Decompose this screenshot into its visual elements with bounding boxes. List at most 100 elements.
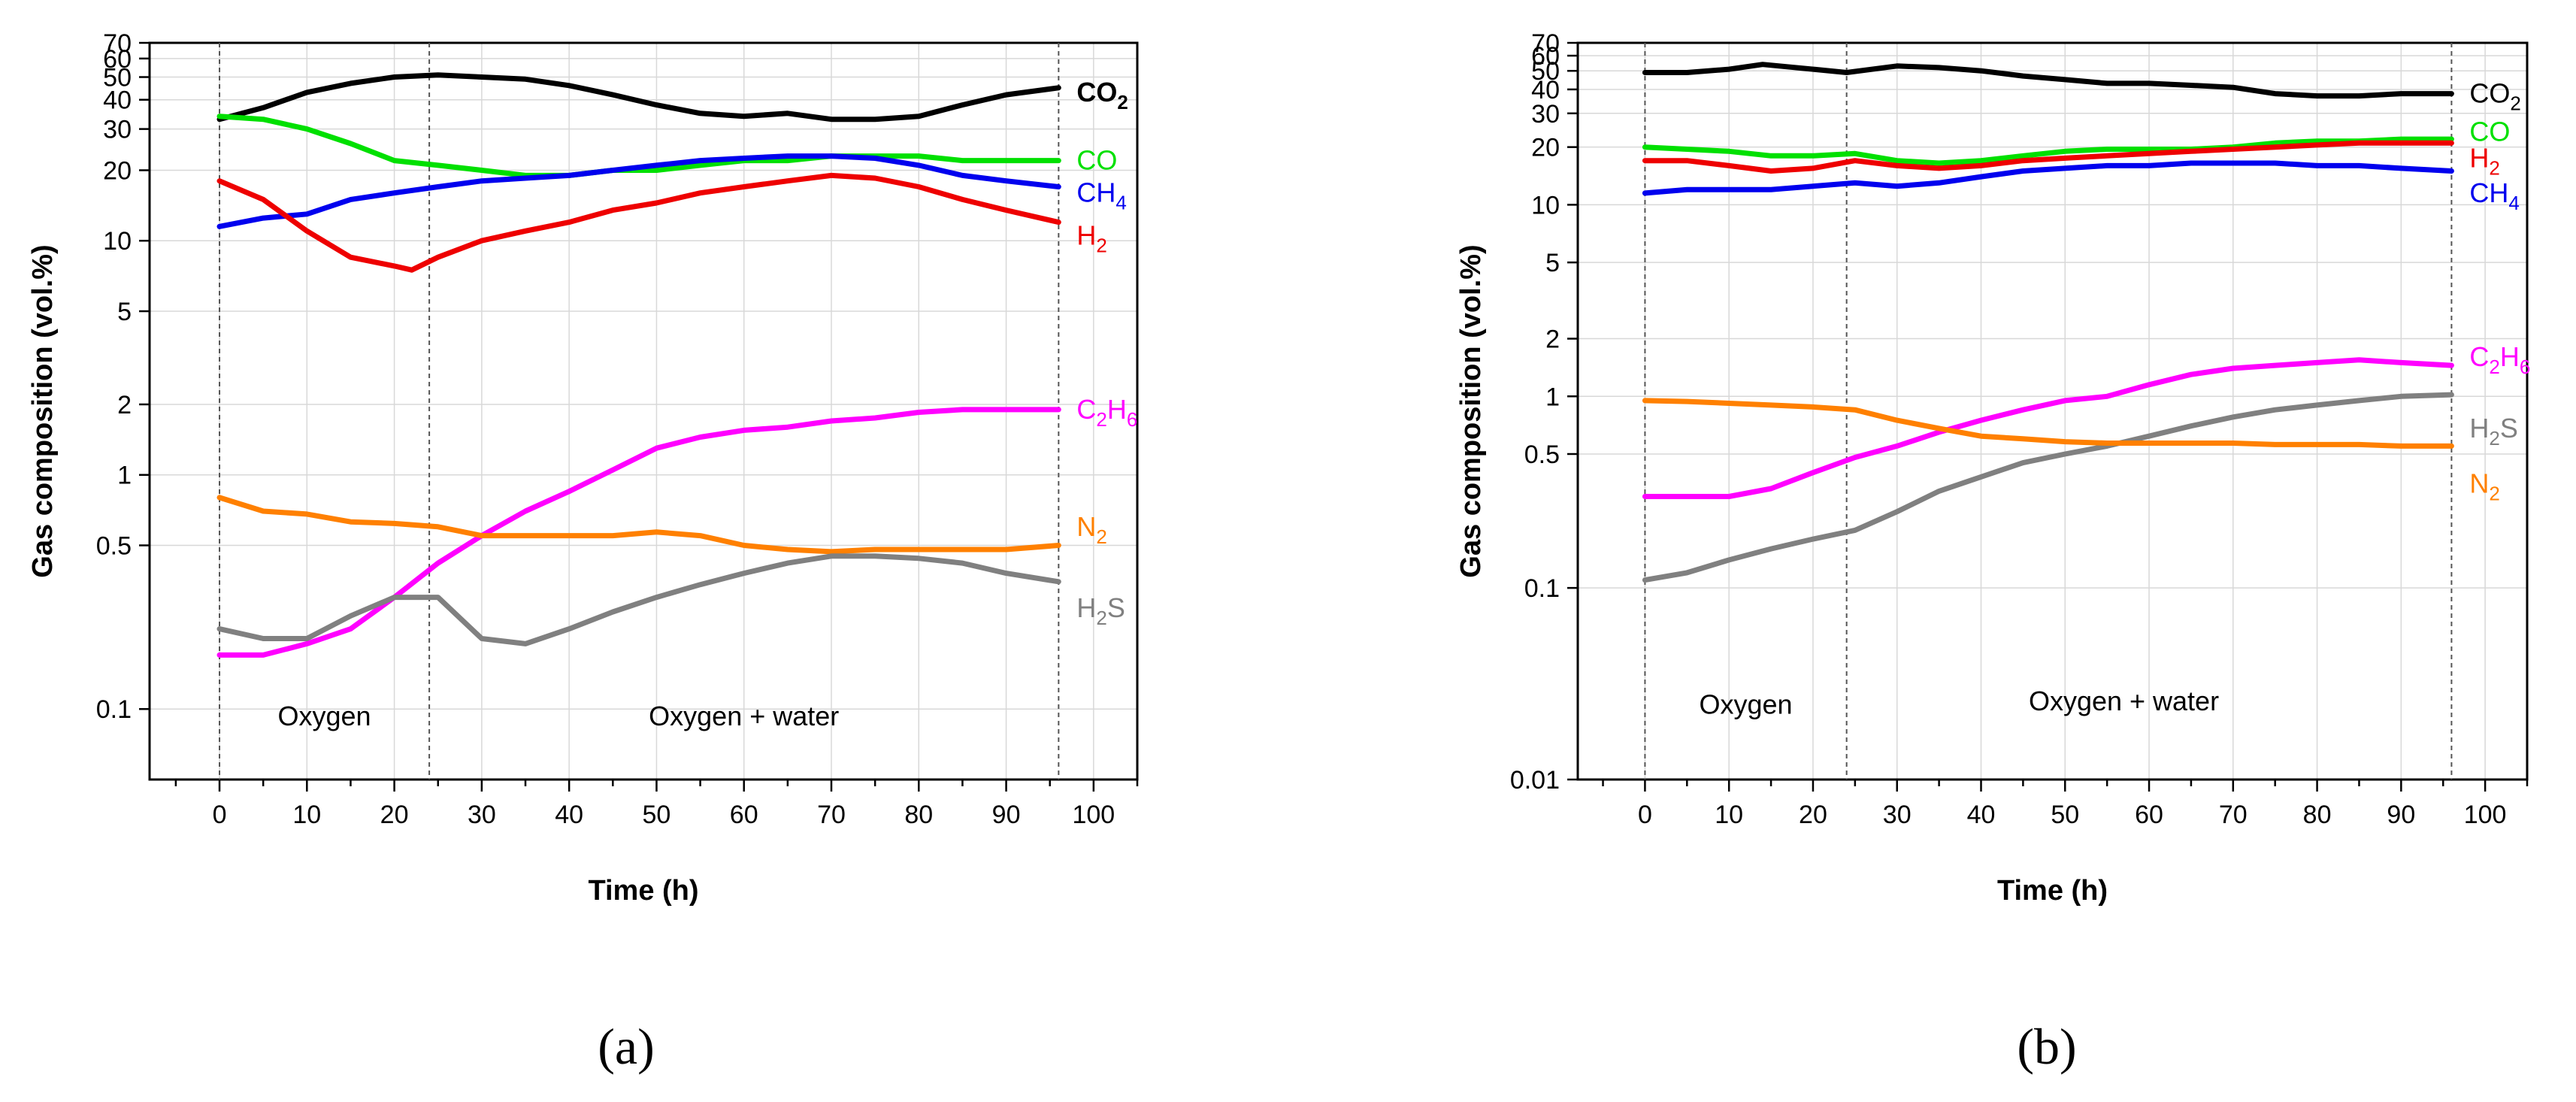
plot-frame	[1576, 41, 2529, 781]
x-tick-label: 90	[2387, 801, 2415, 829]
series-label-text: N	[1076, 511, 1096, 542]
y-tick-label: 0.5	[96, 532, 132, 561]
series-label-text: CO	[2469, 116, 2510, 147]
y-tick-label: 10	[103, 227, 132, 256]
series-label: N2	[2469, 468, 2499, 504]
y-tick-label: 0.1	[1524, 574, 1560, 603]
x-tick-label: 100	[1072, 801, 1115, 829]
x-tick-label: 70	[817, 801, 846, 829]
series-line	[216, 72, 1061, 123]
y-tick-label: 10	[1531, 191, 1560, 219]
y-tick-label: 40	[1531, 76, 1560, 104]
x-tick-label: 10	[1715, 801, 1743, 829]
series-label-subscript: 2	[1096, 408, 1106, 431]
chart-panel-b: 0 10 20 30 40 50 60 70 80 90 1000.010.10.512510203…	[1455, 29, 2530, 1075]
series-line	[216, 495, 1061, 555]
phase-annotation: Oxygen	[278, 701, 371, 731]
y-axis-title: Gas composition (vol.%)	[1455, 244, 1487, 577]
y-tick-label: 5	[117, 298, 132, 326]
y-tick-label: 50	[1531, 57, 1560, 86]
phase-annotation: Oxygen + water	[2029, 686, 2219, 716]
x-tick-label: 50	[2051, 801, 2079, 829]
panel-letter: (a)	[598, 1018, 654, 1075]
series-label-text: H	[1076, 592, 1096, 623]
series-label: N2	[1076, 511, 1106, 548]
x-tick-label: 20	[380, 801, 409, 829]
y-tick-label: 1	[1545, 383, 1560, 411]
series-label-subscript: 2	[1096, 525, 1106, 548]
y-tick-label: 70	[103, 29, 132, 58]
series-label-text: N	[2469, 468, 2489, 498]
series-label-subscript: 2	[2510, 92, 2520, 115]
series-line	[1642, 136, 2454, 166]
series-label-subscript: 2	[2489, 356, 2499, 378]
series-line	[1642, 62, 2454, 99]
series-label-subscript: 6	[1127, 408, 1137, 431]
x-tick-label: 30	[1883, 801, 1912, 829]
y-tick-label: 2	[117, 391, 132, 419]
phase-annotation: Oxygen	[1700, 689, 1793, 720]
x-tick-label: 30	[468, 801, 496, 829]
series-label-subscript: 2	[1117, 91, 1128, 114]
series-label: CO	[1076, 145, 1117, 176]
x-tick-label: 20	[1799, 801, 1827, 829]
y-tick-label: 0.5	[1524, 440, 1560, 469]
series-label-subscript: 4	[2508, 192, 2519, 214]
series-label: H2S	[1076, 592, 1125, 629]
series-label: CO2	[2469, 78, 2520, 115]
series-line	[216, 153, 1061, 229]
series-line	[216, 553, 1061, 646]
series-line	[1642, 392, 2454, 583]
series-label-text: CO	[1076, 77, 1117, 107]
y-tick-label: 70	[1531, 29, 1560, 58]
panel-letter: (b)	[2017, 1018, 2076, 1075]
x-axis-title: Time (h)	[588, 875, 698, 907]
x-tick-label: 50	[643, 801, 671, 829]
series-line	[216, 407, 1061, 658]
series-label-subscript: 4	[1115, 192, 1126, 214]
x-tick-label: 60	[730, 801, 758, 829]
series-label-text: C	[1076, 394, 1096, 425]
y-tick-label: 50	[103, 64, 132, 92]
series-line	[1642, 398, 2454, 449]
chart-panel-a: 0 10 20 30 40 50 60 70 80 90 1000.10.5125102030405…	[27, 29, 1139, 1075]
y-tick-label: 60	[103, 45, 132, 74]
series-label: C2H6	[1076, 394, 1137, 431]
series-label: H2	[2469, 142, 2499, 179]
y-tick-label: 0.1	[96, 695, 132, 724]
phase-annotation: Oxygen + water	[649, 701, 839, 731]
series-label-text: H	[1076, 220, 1096, 251]
y-tick-label: 0.01	[1510, 766, 1560, 795]
x-tick-label: 80	[904, 801, 933, 829]
series-label: C2H6	[2469, 341, 2530, 378]
y-tick-label: 5	[1545, 249, 1560, 277]
series-label-text: S	[1107, 592, 1125, 623]
series-label-text: H	[2469, 142, 2489, 173]
series-line	[1642, 140, 2454, 174]
series-label-subscript: 2	[2489, 482, 2499, 504]
series-label-subscript: 2	[1096, 235, 1106, 257]
series-label-subscript: 2	[2489, 427, 2499, 450]
series-label-text: H	[2500, 341, 2520, 372]
y-tick-label: 20	[103, 156, 132, 185]
y-tick-label: 30	[1531, 100, 1560, 129]
y-tick-label: 20	[1531, 134, 1560, 162]
series-label-text: CH	[2469, 177, 2508, 208]
y-tick-label: 2	[1545, 325, 1560, 354]
series-label-text: CH	[1076, 177, 1115, 208]
x-tick-label: 80	[2303, 801, 2332, 829]
series-label-text: C	[2469, 341, 2489, 372]
x-tick-label: 0	[1638, 801, 1652, 829]
series-label: CO2	[1076, 77, 1128, 114]
x-tick-label: 0	[213, 801, 227, 829]
series-label: H2	[1076, 220, 1106, 257]
series-label-text: S	[2500, 413, 2518, 444]
x-tick-label: 10	[292, 801, 321, 829]
series-label-text: H	[1107, 394, 1127, 425]
series-line	[1642, 160, 2454, 196]
series-label: H2S	[2469, 413, 2517, 450]
series-label-subscript: 2	[2489, 156, 2499, 179]
series-line	[1642, 357, 2454, 499]
y-tick-label: 60	[1531, 42, 1560, 71]
